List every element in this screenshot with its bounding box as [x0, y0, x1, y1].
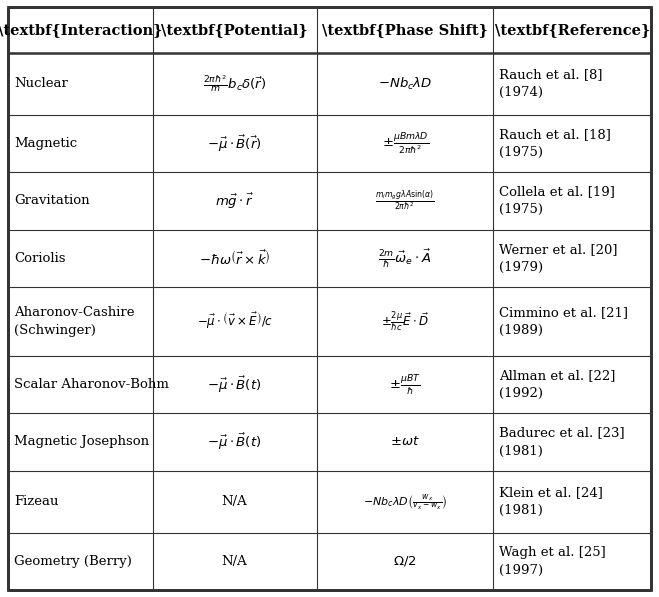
Text: $-\vec{\mu}\cdot\vec{B}(t)$: $-\vec{\mu}\cdot\vec{B}(t)$: [208, 374, 262, 395]
Text: Magnetic Josephson: Magnetic Josephson: [14, 435, 149, 448]
Text: N/A: N/A: [222, 495, 248, 508]
Text: $\frac{2\pi\hbar^2}{m}b_c\delta(\vec{r})$: $\frac{2\pi\hbar^2}{m}b_c\delta(\vec{r})…: [203, 73, 266, 94]
Text: \textbf{Reference}: \textbf{Reference}: [495, 23, 650, 37]
Text: Aharonov-Cashire
(Schwinger): Aharonov-Cashire (Schwinger): [14, 306, 134, 337]
Text: $\pm\frac{\mu BT}{\hbar}$: $\pm\frac{\mu BT}{\hbar}$: [389, 372, 421, 397]
Text: $\frac{m_i m_g g\lambda A\sin(\alpha)}{2\pi\hbar^2}$: $\frac{m_i m_g g\lambda A\sin(\alpha)}{2…: [375, 189, 435, 214]
Text: Cimmino et al. [21]
(1989): Cimmino et al. [21] (1989): [500, 306, 629, 337]
Text: Magnetic: Magnetic: [14, 137, 77, 150]
Text: $\frac{2m}{\hbar}\vec{\omega}_e\cdot\vec{A}$: $\frac{2m}{\hbar}\vec{\omega}_e\cdot\vec…: [378, 247, 432, 270]
Text: $\pm\frac{2\mu}{\hbar c}\vec{E}\cdot\vec{D}$: $\pm\frac{2\mu}{\hbar c}\vec{E}\cdot\vec…: [381, 309, 429, 334]
Text: Badurec et al. [23]
(1981): Badurec et al. [23] (1981): [500, 426, 625, 457]
Text: $\pm\frac{\mu Bm\lambda D}{2\pi\hbar^2}$: $\pm\frac{\mu Bm\lambda D}{2\pi\hbar^2}$: [382, 131, 428, 156]
Text: \textbf{Potential}: \textbf{Potential}: [161, 23, 308, 37]
Text: $\Omega/2$: $\Omega/2$: [393, 554, 416, 568]
Text: Nuclear: Nuclear: [14, 78, 68, 90]
Text: Coriolis: Coriolis: [14, 252, 65, 265]
Text: $-Nb_c\lambda D\left(\frac{w_x}{v_x-w_x}\right)$: $-Nb_c\lambda D\left(\frac{w_x}{v_x-w_x}…: [363, 492, 447, 512]
Text: Rauch et al. [18]
(1975): Rauch et al. [18] (1975): [500, 128, 612, 159]
Text: Werner et al. [20]
(1979): Werner et al. [20] (1979): [500, 243, 618, 274]
Text: $-\hbar\omega\left(\vec{r}\times\vec{k}\right)$: $-\hbar\omega\left(\vec{r}\times\vec{k}\…: [199, 249, 270, 267]
Text: \textbf{Phase Shift}: \textbf{Phase Shift}: [322, 23, 488, 37]
Text: $-\vec{\mu}\cdot\vec{B}(\vec{r})$: $-\vec{\mu}\cdot\vec{B}(\vec{r})$: [208, 133, 262, 154]
Text: $-\vec{\mu}\cdot\vec{B}(t)$: $-\vec{\mu}\cdot\vec{B}(t)$: [208, 432, 262, 452]
Text: Klein et al. [24]
(1981): Klein et al. [24] (1981): [500, 486, 604, 517]
Text: Geometry (Berry): Geometry (Berry): [14, 555, 132, 568]
Text: Rauch et al. [8]
(1974): Rauch et al. [8] (1974): [500, 69, 603, 99]
Text: Wagh et al. [25]
(1997): Wagh et al. [25] (1997): [500, 546, 606, 577]
Text: Gravitation: Gravitation: [14, 195, 90, 207]
Text: \textbf{Interaction}: \textbf{Interaction}: [0, 23, 163, 37]
Text: Collela et al. [19]
(1975): Collela et al. [19] (1975): [500, 186, 616, 217]
Text: Fizeau: Fizeau: [14, 495, 59, 508]
Text: Allman et al. [22]
(1992): Allman et al. [22] (1992): [500, 369, 616, 400]
Text: $-Nb_c\lambda D$: $-Nb_c\lambda D$: [378, 76, 432, 92]
Text: Scalar Aharonov-Bohm: Scalar Aharonov-Bohm: [14, 378, 169, 391]
Text: N/A: N/A: [222, 555, 248, 568]
Text: $-\vec{\mu}\cdot\left(\vec{v}\times\vec{E}\right)/c$: $-\vec{\mu}\cdot\left(\vec{v}\times\vec{…: [196, 312, 273, 331]
Text: $\pm\omega t$: $\pm\omega t$: [390, 435, 420, 448]
Text: $m\vec{g}\cdot\vec{r}$: $m\vec{g}\cdot\vec{r}$: [215, 191, 254, 211]
